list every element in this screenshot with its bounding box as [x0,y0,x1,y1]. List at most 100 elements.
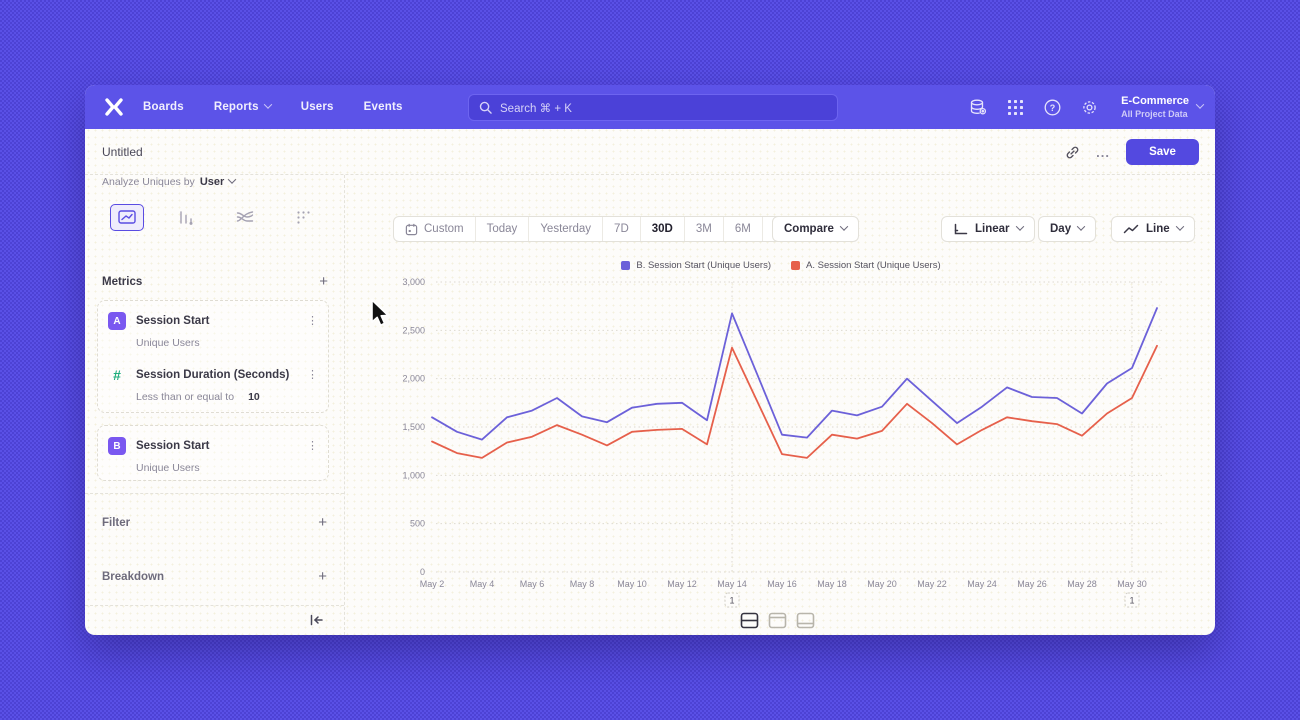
y-tick-label: 1,000 [402,470,425,480]
analyze-uniques-row[interactable]: Analyze Uniques by User [102,175,237,188]
range-button-3m[interactable]: 3M [685,217,724,241]
nav-item-users[interactable]: Users [300,101,334,113]
legend-item[interactable]: A. Session Start (Unique Users) [791,260,941,271]
series-line[interactable] [431,344,1158,459]
layout-table-button[interactable] [796,612,815,629]
x-tick-label: May 18 [817,579,847,589]
nav-item-boards[interactable]: Boards [143,101,184,113]
gridlines: 0 500 1,000 1,500 2,000 2,500 3,000 [402,277,1165,577]
duration-value[interactable]: 10 [248,391,260,403]
legend-color-chip [791,261,800,270]
flows-icon [228,204,262,231]
line-style-icon [1123,224,1139,234]
metrics-header: Metrics + [102,273,328,290]
range-button-today[interactable]: Today [476,217,530,241]
report-title[interactable]: Untitled [102,145,143,159]
metric-item-b[interactable]: B Session Start ⋮ [108,437,318,455]
chevron-down-icon [1175,221,1184,231]
settings-gear-icon[interactable] [1080,98,1098,116]
nav-menu: Boards Reports Users Events [143,85,403,129]
metric-item-a[interactable]: A Session Start ⋮ [108,312,318,330]
share-link-icon[interactable] [1065,145,1080,160]
y-tick-label: 2,500 [402,325,425,335]
data-management-icon[interactable] [969,98,987,116]
metric-subtitle-a[interactable]: Unique Users [136,337,200,349]
project-switcher[interactable]: E-Commerce All Project Data [1121,95,1205,119]
x-tick-label: May 12 [667,579,697,589]
y-tick-label: 1,500 [402,422,425,432]
metric-subtitle-b[interactable]: Unique Users [136,462,200,474]
range-button-7d[interactable]: 7D [603,217,641,241]
annotation-badge[interactable]: 1 [1124,592,1140,608]
x-tick-label: May 14 [717,579,747,589]
chevron-down-icon [1076,221,1086,231]
visualization-tabs [97,197,333,237]
x-tick-label: May 20 [867,579,897,589]
x-tick-label: May 4 [470,579,495,589]
metrics-title: Metrics [102,276,143,288]
more-options-icon[interactable]: ... [1096,144,1110,160]
line-chart-icon [109,203,144,231]
date-range-segmented-control: CustomTodayYesterday7D30D3M6M12M [393,216,809,242]
mixpanel-logo-icon[interactable] [103,96,125,118]
nav-item-events[interactable]: Events [363,101,403,113]
range-button-30d[interactable]: 30D [641,217,685,241]
legend-item[interactable]: B. Session Start (Unique Users) [621,260,771,271]
mouse-cursor [371,299,389,326]
x-tick-label: May 6 [520,579,545,589]
x-tick-label: May 2 [420,579,445,589]
add-metric-button[interactable]: + [319,273,328,290]
series-line[interactable] [431,307,1158,441]
layout-split-button[interactable] [740,612,759,629]
breakdown-label: Breakdown [102,571,164,583]
analyze-value[interactable]: User [199,176,225,188]
range-button-6m[interactable]: 6M [724,217,763,241]
search-input[interactable]: Search ⌘ + K [468,94,838,121]
metric-subtitle-duration[interactable]: Less than or equal to 10 [136,391,260,403]
annotation-badge[interactable]: 1 [724,592,740,608]
chart-type-select[interactable]: Line [1111,216,1195,242]
chevron-down-icon [228,175,237,184]
interval-select[interactable]: Day [1038,216,1097,242]
app-window: Boards Reports Users Events Search ⌘ + K [85,85,1215,635]
add-filter-button[interactable]: + [318,514,327,531]
scale-select[interactable]: Linear [941,216,1035,242]
kebab-menu-icon[interactable]: ⋮ [307,369,318,381]
hash-icon: # [113,367,121,383]
svg-text:1: 1 [1129,596,1134,606]
x-tick-label: May 30 [1117,579,1147,589]
tab-retention[interactable] [274,197,333,237]
kebab-menu-icon[interactable]: ⋮ [307,440,318,452]
chevron-down-icon [1015,221,1024,231]
chevron-down-icon [1195,99,1205,109]
report-title-bar: Untitled ... Save [85,129,1215,175]
metric-item-duration[interactable]: # Session Duration (Seconds) ⋮ [108,366,318,384]
compare-button[interactable]: Compare [772,216,859,242]
project-name: E-Commerce [1121,95,1189,108]
y-tick-label: 500 [410,519,425,529]
nav-item-reports[interactable]: Reports [214,99,272,113]
chevron-down-icon [263,99,272,109]
tab-flows[interactable] [215,197,274,237]
range-button-yesterday[interactable]: Yesterday [529,217,604,241]
layout-chart-button[interactable] [768,612,787,629]
kebab-menu-icon[interactable]: ⋮ [307,315,318,327]
tab-bar-chart[interactable] [156,197,215,237]
analyze-label: Analyze Uniques by [102,176,195,188]
chevron-down-icon [839,221,849,231]
apps-grid-icon[interactable] [1006,98,1024,116]
save-button[interactable]: Save [1126,139,1199,165]
calendar-icon [405,223,418,235]
tab-line-chart[interactable] [97,197,156,237]
help-icon[interactable]: ? [1043,98,1061,116]
y-tick-label: 2,000 [402,374,425,384]
x-tick-label: May 28 [1067,579,1097,589]
y-tick-label: 0 [420,567,425,577]
range-button-custom[interactable]: Custom [394,217,476,241]
project-subtitle: All Project Data [1121,108,1188,119]
collapse-sidebar-icon[interactable] [309,613,324,627]
add-breakdown-button[interactable]: + [318,568,327,585]
retention-dots-icon [287,204,321,231]
legend-color-chip [621,261,631,270]
metric-card-b: B Session Start ⋮ Unique Users [97,425,329,481]
